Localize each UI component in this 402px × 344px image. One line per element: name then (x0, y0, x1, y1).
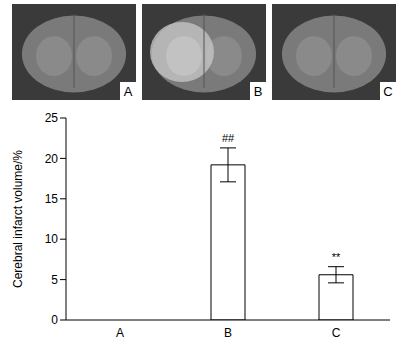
svg-text:5: 5 (51, 273, 58, 287)
svg-text:C: C (383, 84, 392, 99)
svg-text:10: 10 (45, 232, 59, 246)
svg-text:##: ## (222, 132, 235, 144)
svg-text:A: A (124, 84, 133, 99)
svg-text:C: C (332, 326, 341, 340)
svg-text:15: 15 (45, 192, 59, 206)
svg-text:20: 20 (45, 152, 59, 166)
svg-text:B: B (224, 326, 232, 340)
svg-text:A: A (116, 326, 124, 340)
svg-text:25: 25 (45, 111, 59, 125)
svg-text:B: B (254, 84, 263, 99)
svg-text:**: ** (332, 251, 341, 263)
svg-text:0: 0 (51, 313, 58, 327)
svg-text:Cerebral infarct volume/%: Cerebral infarct volume/% (11, 150, 25, 288)
